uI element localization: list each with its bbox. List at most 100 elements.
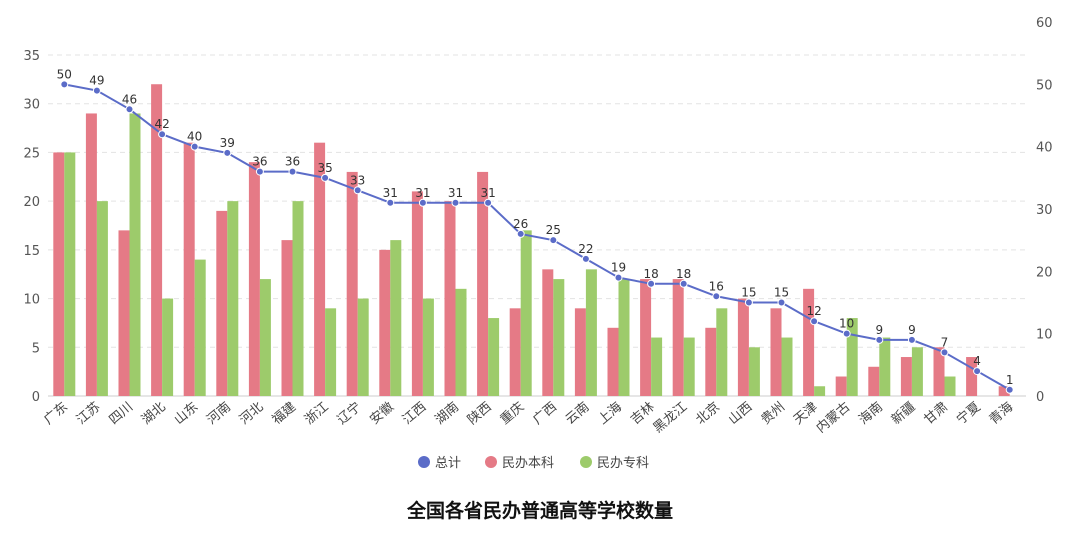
total-point xyxy=(875,335,884,344)
right-tick-label: 10 xyxy=(1036,328,1053,343)
bar-undergrad xyxy=(444,201,456,396)
bar-junior-college xyxy=(716,308,728,396)
category-label: 广东 xyxy=(41,400,71,428)
total-point xyxy=(810,317,819,326)
total-data-label: 31 xyxy=(383,186,398,200)
legend-item[interactable]: 民办专科 xyxy=(597,456,649,471)
bar-junior-college xyxy=(520,230,532,396)
legend-marker xyxy=(418,456,430,468)
left-tick-label: 30 xyxy=(23,98,40,113)
total-data-label: 39 xyxy=(220,136,235,150)
bar-undergrad xyxy=(118,230,130,396)
total-point xyxy=(353,186,362,195)
legend-item[interactable]: 民办本科 xyxy=(502,456,554,471)
bar-undergrad xyxy=(803,288,815,396)
total-point xyxy=(321,173,330,182)
total-data-label: 36 xyxy=(285,155,300,169)
bar-junior-college xyxy=(64,152,76,396)
bar-undergrad xyxy=(672,279,684,396)
bar-undergrad xyxy=(574,308,586,396)
total-data-label: 15 xyxy=(774,286,789,300)
bar-undergrad xyxy=(607,327,619,396)
total-line-path xyxy=(64,83,1011,391)
total-point xyxy=(1005,385,1014,394)
total-data-label: 50 xyxy=(57,67,72,81)
legend-marker xyxy=(485,456,497,468)
total-point xyxy=(125,105,134,114)
total-data-label: 33 xyxy=(350,173,365,187)
total-data-label: 15 xyxy=(741,286,756,300)
category-label: 甘肃 xyxy=(922,400,952,428)
total-point xyxy=(842,329,851,338)
bar-undergrad xyxy=(737,298,749,396)
category-label: 云南 xyxy=(562,399,592,428)
total-point xyxy=(223,148,232,157)
bar-undergrad xyxy=(835,376,847,396)
x-axis: 广东 江苏 四川 湖北 山东 河南 河北 福建 浙江 辽宁 安徽 江西 湖南 陕西 重庆 广西 云南 上海 吉林黑龙… xyxy=(41,399,1016,436)
total-data-label: 31 xyxy=(448,186,463,200)
bar-junior-college xyxy=(944,376,956,396)
category-label: 安徽 xyxy=(367,400,397,428)
total-data-label: 26 xyxy=(513,217,528,231)
bar-junior-college xyxy=(129,113,141,396)
bar-junior-college xyxy=(618,279,630,396)
bar-junior-college xyxy=(227,201,239,396)
total-data-label: 1 xyxy=(1006,373,1014,387)
category-label: 宁夏 xyxy=(953,399,983,428)
bar-junior-college xyxy=(325,308,337,396)
total-point xyxy=(581,254,590,263)
bar-undergrad xyxy=(640,279,652,396)
bar-junior-college xyxy=(879,337,891,396)
category-label: 上海 xyxy=(596,400,626,428)
left-tick-label: 35 xyxy=(23,49,40,64)
bar-junior-college xyxy=(357,298,369,396)
bar-undergrad xyxy=(216,210,228,396)
legend-marker xyxy=(580,456,592,468)
bar-junior-college xyxy=(585,269,597,396)
category-label: 海南 xyxy=(856,399,886,428)
category-label: 陕西 xyxy=(465,400,495,428)
legend-item[interactable]: 总计 xyxy=(435,456,461,471)
category-label: 重庆 xyxy=(497,399,527,428)
bar-junior-college xyxy=(422,298,434,396)
right-tick-label: 0 xyxy=(1036,390,1044,405)
right-tick-label: 40 xyxy=(1036,141,1053,156)
bar-junior-college xyxy=(846,318,858,396)
bars xyxy=(53,84,1010,396)
total-data-label: 49 xyxy=(89,74,104,88)
total-data-label: 31 xyxy=(480,186,495,200)
total-point xyxy=(255,167,264,176)
total-data-label: 31 xyxy=(415,186,430,200)
category-label: 江西 xyxy=(400,400,430,428)
bar-undergrad xyxy=(868,366,880,396)
bar-undergrad xyxy=(542,269,554,396)
bar-undergrad xyxy=(346,171,358,396)
bar-junior-college xyxy=(292,201,304,396)
bar-undergrad xyxy=(53,152,65,396)
total-point xyxy=(712,292,721,301)
category-label: 四川 xyxy=(107,400,137,428)
total-point xyxy=(386,198,395,207)
bar-junior-college xyxy=(781,337,793,396)
category-label: 广西 xyxy=(530,400,560,428)
category-label: 福建 xyxy=(270,400,300,428)
total-data-label: 9 xyxy=(908,323,916,337)
total-data-label: 42 xyxy=(154,117,169,131)
total-point xyxy=(92,86,101,95)
category-label: 内蒙古 xyxy=(813,399,853,436)
bar-undergrad xyxy=(183,142,195,396)
bar-undergrad xyxy=(770,308,782,396)
total-point xyxy=(777,298,786,307)
category-label: 新疆 xyxy=(888,399,918,428)
bar-junior-college xyxy=(194,259,206,396)
bar-junior-college xyxy=(683,337,695,396)
left-tick-label: 15 xyxy=(23,244,40,259)
category-label: 河北 xyxy=(237,400,267,428)
bar-junior-college xyxy=(651,337,663,396)
gridlines xyxy=(48,54,1026,397)
total-point xyxy=(190,142,199,151)
total-data-label: 35 xyxy=(317,161,332,175)
legend[interactable]: 总计 民办本科 民办专科 xyxy=(418,456,649,471)
total-data-label: 9 xyxy=(875,323,883,337)
bar-junior-college xyxy=(96,201,108,396)
